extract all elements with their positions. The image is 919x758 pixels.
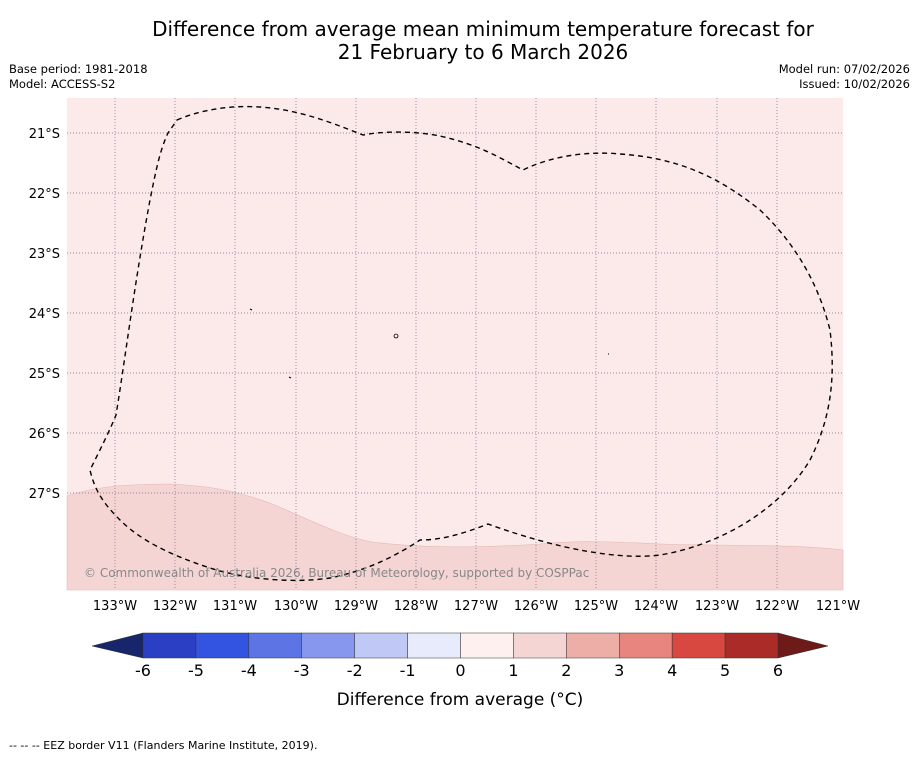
colorbar-tick-label: -4 [241, 661, 257, 680]
warm-anomaly-region [66, 483, 844, 591]
lon-label: 129°W [334, 599, 378, 614]
meta-left: Base period: 1981-2018 Model: ACCESS-S2 [9, 62, 148, 92]
colorbar-tick-label: 6 [773, 661, 783, 680]
title-line-2: 21 February to 6 March 2026 [337, 40, 629, 64]
lat-labels: 21°S 22°S 23°S 24°S 25°S 26°S 27°S [29, 127, 60, 502]
colorbar-ticks: -6 -5 -4 -3 -2 -1 0 1 2 3 4 5 6 [135, 661, 783, 680]
colorbar-bin [619, 632, 673, 659]
lon-label: 130°W [274, 599, 318, 614]
lon-label: 133°W [93, 599, 137, 614]
colorbar-tick-label: -2 [347, 661, 363, 680]
lon-label: 127°W [454, 599, 498, 614]
colorbar-bin [671, 632, 726, 659]
lon-label: 132°W [153, 599, 197, 614]
colorbar: -6 -5 -4 -3 -2 -1 0 1 2 3 4 5 6 Difference from aver… [91, 632, 829, 710]
issued-date: Issued: 10/02/2026 [799, 77, 910, 91]
colorbar-bins [142, 632, 779, 659]
lat-label: 24°S [29, 307, 60, 322]
colorbar-tick-label: 2 [561, 661, 571, 680]
lon-label: 126°W [514, 599, 558, 614]
lon-label: 123°W [695, 599, 739, 614]
colorbar-high-extend [777, 632, 829, 659]
lat-label: 26°S [29, 427, 60, 442]
lon-label: 124°W [634, 599, 678, 614]
colorbar-tick-label: -1 [400, 661, 416, 680]
colorbar-tick-label: -6 [135, 661, 151, 680]
colorbar-label: Difference from average (°C) [337, 690, 584, 710]
base-period: Base period: 1981-2018 [9, 62, 148, 76]
colorbar-low-extend [91, 632, 144, 659]
colorbar-bin [142, 632, 197, 659]
colorbar-bin [195, 632, 250, 659]
colorbar-tick-label: 5 [720, 661, 730, 680]
lat-label: 21°S [29, 127, 60, 142]
island-marker [288, 376, 292, 379]
lon-label: 131°W [213, 599, 257, 614]
colorbar-bin [724, 632, 779, 659]
colorbar-bin [354, 632, 408, 659]
gridlines [67, 98, 843, 590]
colorbar-tick-label: 1 [508, 661, 518, 680]
island-marker [249, 308, 253, 311]
model-run: Model run: 07/02/2026 [778, 62, 910, 76]
copyright-text: © Commonwealth of Australia 2026, Bureau… [84, 566, 589, 580]
chart-title: Difference from average mean minimum tem… [0, 18, 919, 64]
meta-right: Model run: 07/02/2026 Issued: 10/02/2026 [779, 62, 910, 92]
colorbar-tick-label: -5 [188, 661, 204, 680]
title-line-1: Difference from average mean minimum tem… [152, 17, 814, 41]
colorbar-bin [566, 632, 620, 659]
lat-label: 23°S [29, 247, 60, 262]
lon-label: 121°W [816, 599, 860, 614]
colorbar-bin [301, 632, 355, 659]
lon-label: 122°W [755, 599, 799, 614]
colorbar-tick-label: -3 [294, 661, 310, 680]
colorbar-bin [460, 632, 514, 659]
colorbar-bin [248, 632, 302, 659]
lon-labels: 133°W 132°W 131°W 130°W 129°W 128°W 127°… [93, 599, 860, 614]
colorbar-tick-label: 4 [667, 661, 677, 680]
lat-label: 22°S [29, 187, 60, 202]
map-figure: © Commonwealth of Australia 2026, Bureau… [29, 98, 860, 710]
colorbar-bin [513, 632, 567, 659]
colorbar-tick-label: 0 [455, 661, 465, 680]
eez-legend-note: -- -- -- EEZ border V11 (Flanders Marine… [9, 739, 318, 752]
island-marker [393, 333, 399, 339]
colorbar-bin [407, 632, 461, 659]
model-name: Model: ACCESS-S2 [9, 77, 116, 91]
lon-label: 128°W [394, 599, 438, 614]
colorbar-tick-label: 3 [614, 661, 624, 680]
lat-label: 25°S [29, 367, 60, 382]
lat-label: 27°S [29, 487, 60, 502]
lon-label: 125°W [574, 599, 618, 614]
